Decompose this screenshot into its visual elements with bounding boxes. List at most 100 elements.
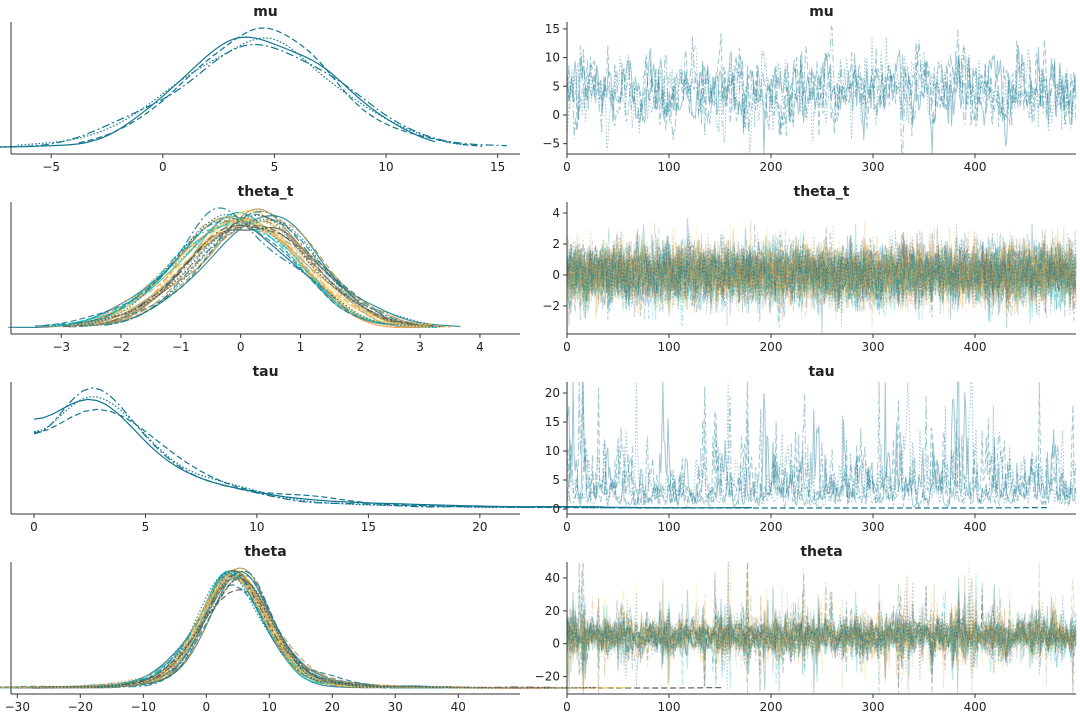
kde-line	[41, 219, 388, 327]
x-tick-label: −10	[131, 700, 156, 714]
trace-line	[566, 223, 1077, 321]
trace-line	[566, 583, 1077, 687]
x-tick-label: 4	[476, 340, 484, 354]
trace-line	[566, 36, 1077, 153]
trace-line	[566, 228, 1077, 311]
trace-line	[566, 234, 1077, 317]
subplot-tau-kde: tau 0 5 10 15 20	[10, 364, 1047, 534]
kde-line	[30, 579, 464, 689]
kde-line	[34, 220, 395, 327]
trace-line	[566, 229, 1077, 321]
trace-line	[566, 226, 1077, 327]
x-tick-label: −1	[172, 340, 190, 354]
y-tick-label: 0	[552, 268, 560, 282]
y-tick-label: −2	[542, 299, 560, 313]
trace-line	[566, 231, 1077, 316]
kde-line	[45, 570, 487, 689]
x-tick-label: 100	[658, 160, 681, 174]
kde-lines	[33, 387, 1047, 509]
subplot-title: theta	[244, 544, 286, 560]
trace-line	[566, 234, 1077, 335]
trace-line	[566, 561, 1077, 695]
x-tick-label: 2	[356, 340, 364, 354]
trace-line	[566, 220, 1077, 314]
x-tick-label: 300	[862, 700, 885, 714]
subplot-title: tau	[808, 364, 834, 380]
trace-line	[566, 570, 1077, 695]
kde-line	[86, 218, 433, 327]
x-tick-label: 200	[760, 340, 783, 354]
x-tick-label: 30	[388, 700, 403, 714]
kde-line	[46, 575, 426, 689]
subplot-title: theta_t	[238, 184, 294, 200]
trace-line	[566, 582, 1077, 686]
trace-line	[566, 32, 1077, 137]
kde-line	[17, 37, 468, 146]
trace-line	[566, 381, 1077, 508]
trace-line	[566, 561, 1077, 681]
kde-line	[80, 219, 432, 326]
kde-line	[0, 575, 488, 689]
y-tick-label: 0	[552, 637, 560, 651]
x-tick-label: 0	[563, 520, 571, 534]
x-tick-label: 1	[297, 340, 305, 354]
trace-line	[566, 579, 1077, 677]
trace-line	[566, 582, 1077, 695]
trace-line	[566, 570, 1077, 686]
trace-line	[566, 592, 1077, 674]
kde-line	[47, 217, 404, 327]
trace-line	[566, 228, 1077, 328]
trace-line	[566, 561, 1077, 687]
y-tick-label: 5	[552, 473, 560, 487]
trace-line	[566, 568, 1077, 686]
x-tick-label: 400	[964, 700, 987, 714]
x-tick-label: 200	[760, 160, 783, 174]
trace-line	[566, 24, 1077, 155]
y-tick-label: 40	[545, 571, 560, 585]
trace-line	[566, 561, 1077, 695]
x-tick-label: 5	[142, 520, 150, 534]
trace-line	[566, 230, 1077, 318]
x-tick-label: 0	[563, 700, 571, 714]
x-tick-label: 100	[658, 700, 681, 714]
trace-line	[566, 381, 1077, 507]
kde-line	[65, 224, 416, 328]
kde-line	[27, 576, 453, 689]
trace-lines	[566, 560, 1077, 695]
x-tick-label: 20	[325, 700, 340, 714]
kde-line	[41, 207, 350, 327]
x-tick-label: 400	[964, 160, 987, 174]
x-tick-label: 100	[658, 520, 681, 534]
x-tick-label: 300	[862, 160, 885, 174]
trace-line	[566, 606, 1077, 689]
kde-lines	[0, 567, 723, 689]
kde-line	[33, 396, 603, 508]
y-tick-label: 2	[552, 237, 560, 251]
kde-lines	[8, 207, 461, 329]
kde-line	[64, 574, 599, 689]
trace-line	[566, 224, 1077, 322]
trace-line	[566, 232, 1077, 326]
x-tick-label: 15	[361, 520, 376, 534]
trace-line	[566, 231, 1077, 319]
x-tick-label: 40	[451, 700, 466, 714]
trace-lines	[566, 24, 1077, 155]
y-tick-label: 0	[552, 502, 560, 516]
trace-line	[566, 594, 1077, 679]
trace-line	[566, 561, 1077, 695]
trace-line	[566, 599, 1077, 673]
kde-line	[78, 27, 483, 147]
kde-line	[0, 36, 436, 148]
trace-line	[566, 220, 1077, 321]
trace-line	[566, 229, 1077, 314]
kde-line	[41, 573, 438, 689]
subplot-title: theta_t	[794, 184, 850, 200]
y-tick-label: 20	[545, 604, 560, 618]
trace-line	[566, 223, 1077, 324]
trace-line	[566, 581, 1077, 678]
kde-line	[8, 216, 398, 328]
trace-line	[566, 225, 1077, 317]
kde-line	[44, 577, 440, 689]
